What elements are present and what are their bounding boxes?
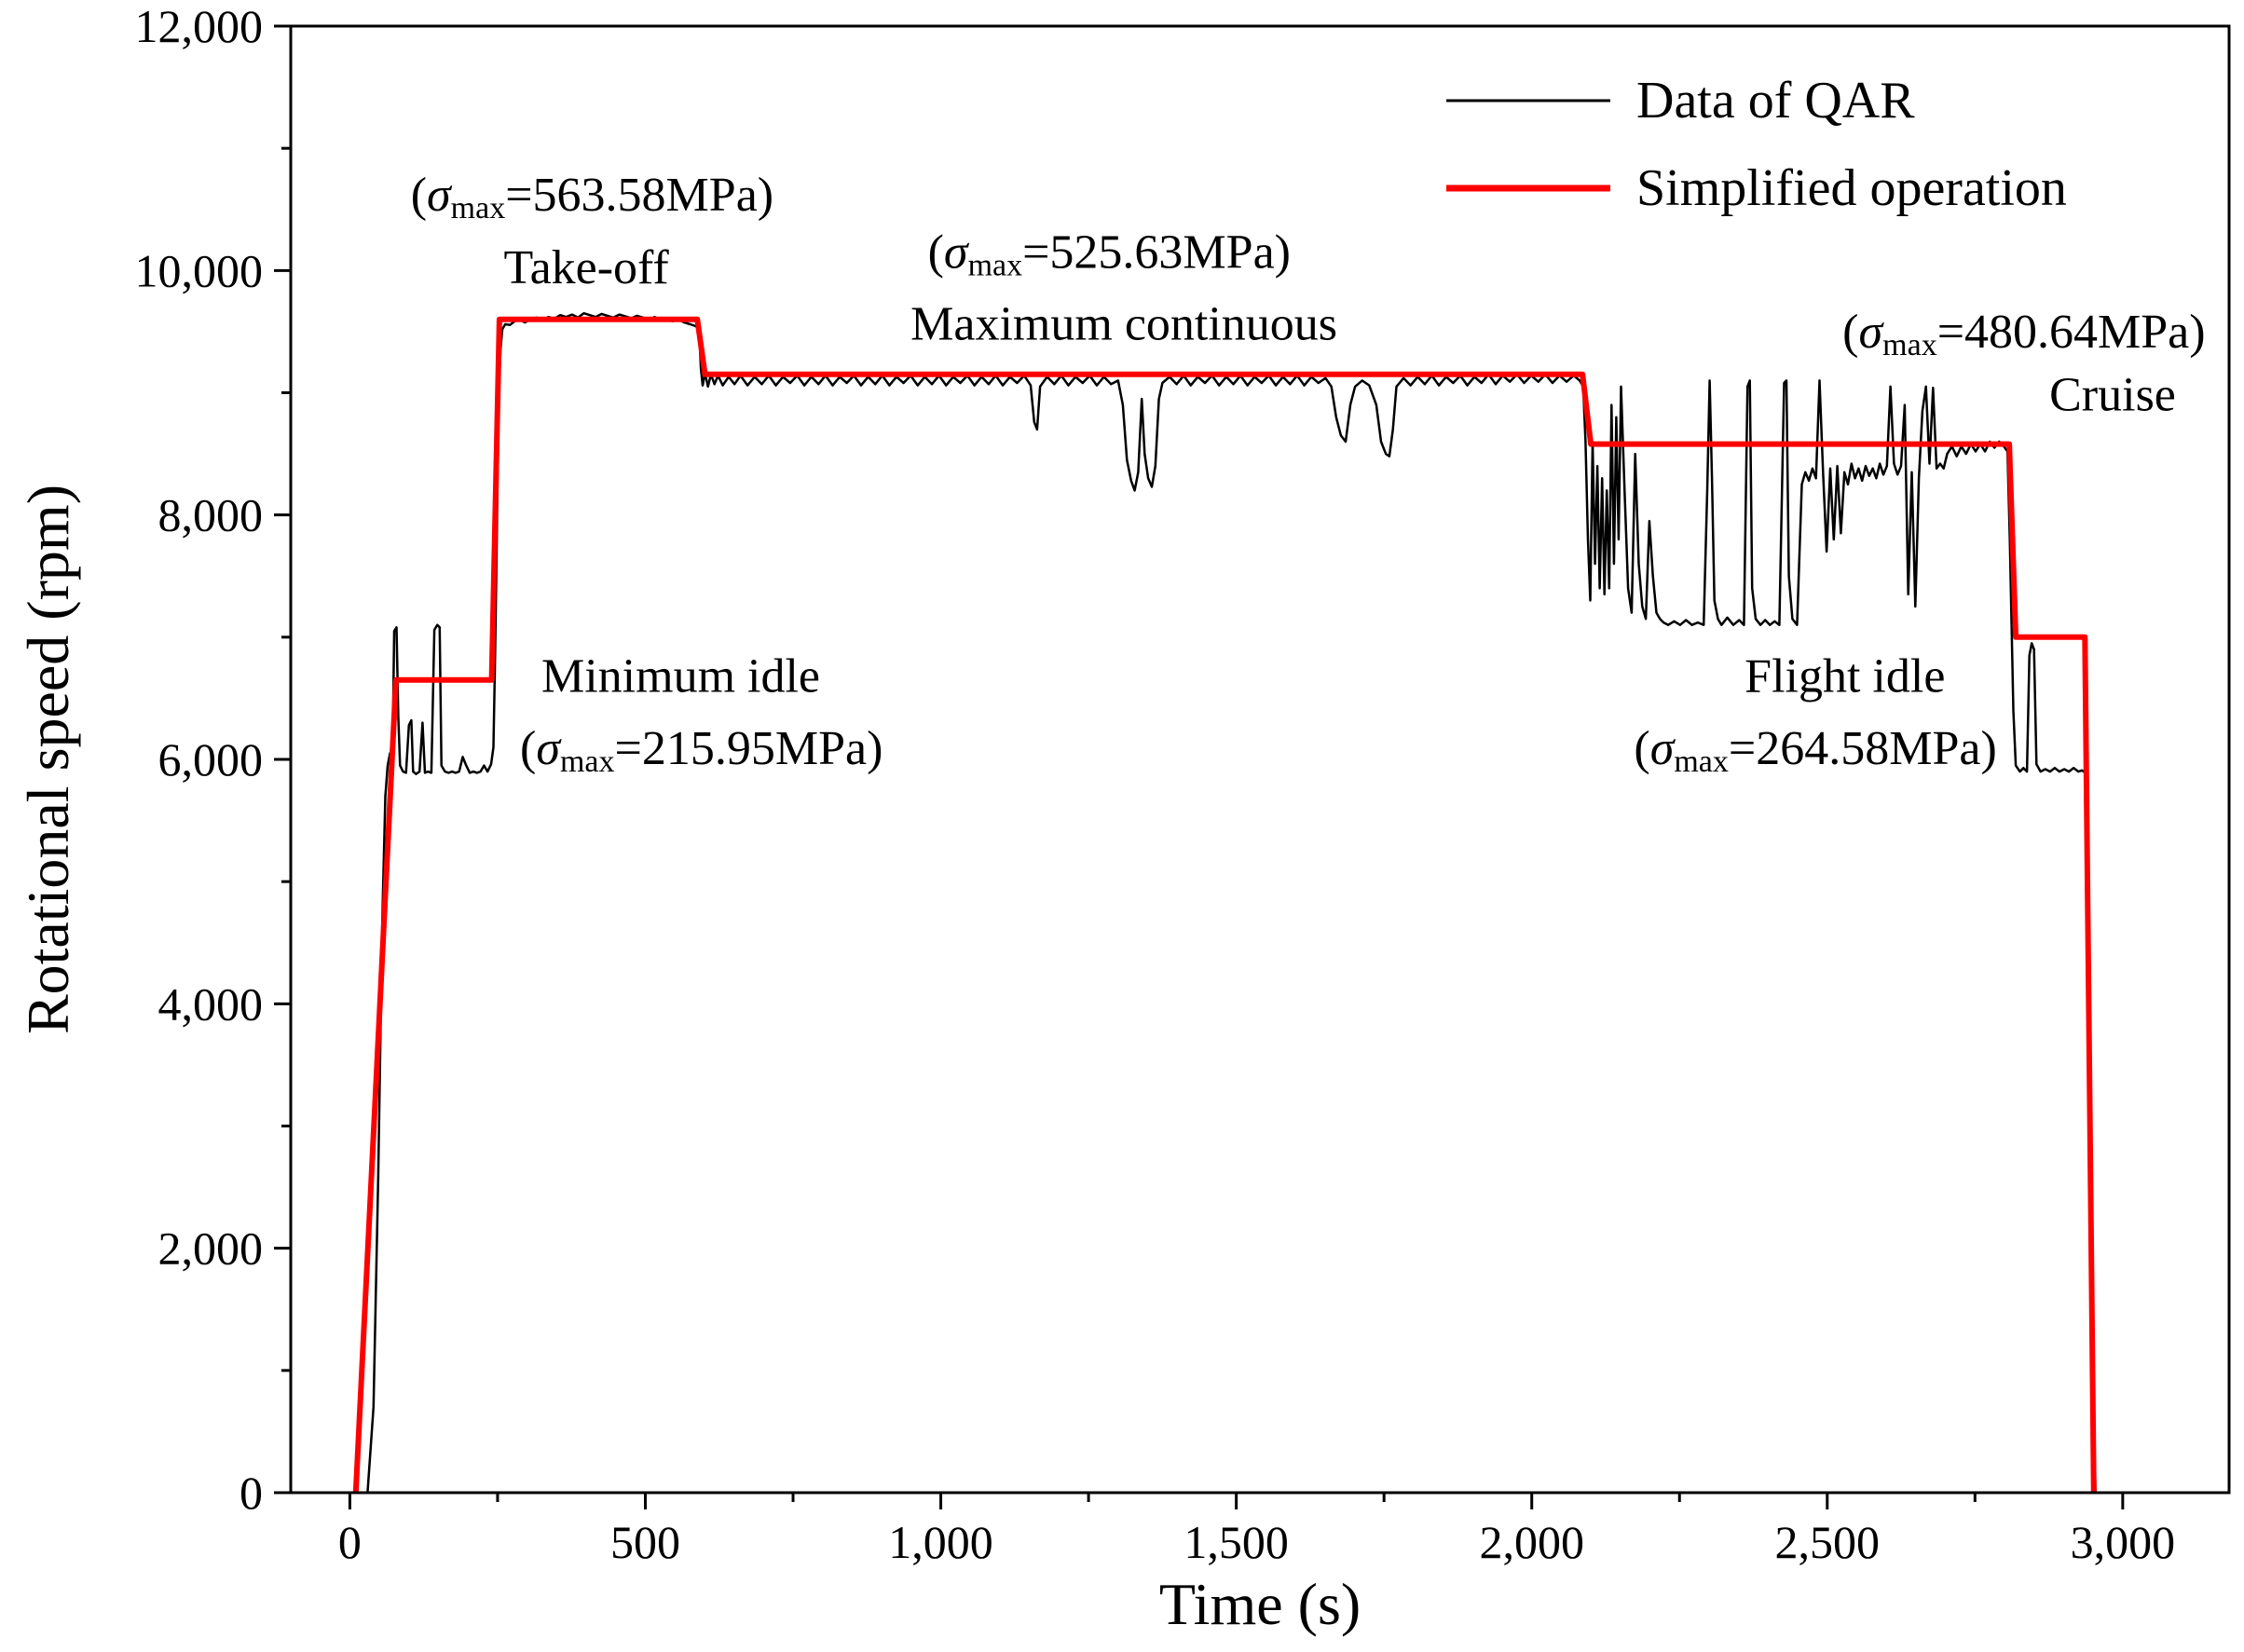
y-tick-label: 12,000 [135,0,264,52]
annotation-flightidle-sigma: (σmax=264.58MPa) [1634,722,1996,779]
annotation-takeoff-label: Take-off [503,241,669,294]
annotation-cruise-sigma: (σmax=480.64MPa) [1842,305,2205,362]
y-tick-label: 10,000 [135,244,264,296]
y-tick-label: 2,000 [158,1222,264,1275]
annotations: (σmax=563.58MPa) Take-off (σmax=525.63MPa)… [411,169,2206,779]
x-tick-label: 0 [338,1516,362,1568]
annotation-maxcont-sigma: (σmax=525.63MPa) [928,225,1291,282]
x-axis-label: Time (s) [1158,1571,1361,1637]
tick-labels: 0 500 1,000 1,500 2,000 2,500 3,000 0 2,000 4,000… [135,0,2176,1568]
annotation-takeoff-sigma: (σmax=563.58MPa) [411,169,773,225]
annotation-flightidle-label: Flight idle [1745,649,1945,703]
series-line-0 [351,311,2097,1493]
x-tick-label: 3,000 [2071,1516,2176,1568]
y-axis-label: Rotational speed (rpm) [15,484,81,1035]
x-tick-label: 2,500 [1775,1516,1881,1568]
y-tick-label: 6,000 [158,733,264,785]
annotation-maxcont-label: Maximum continuous [910,298,1337,351]
axis-ticks [274,24,2125,1509]
x-tick-label: 1,500 [1184,1516,1289,1568]
x-tick-label: 500 [610,1516,680,1568]
annotation-cruise-label: Cruise [2049,369,2176,422]
y-tick-label: 4,000 [158,977,264,1030]
y-tick-label: 8,000 [158,489,264,541]
annotation-minidle-sigma: (σmax=215.95MPa) [520,722,883,779]
series-layer [351,311,2097,1493]
annotation-minidle-label: Minimum idle [541,649,820,703]
legend: Data of QAR Simplified operation [1446,72,2067,217]
x-tick-label: 2,000 [1479,1516,1584,1568]
series-line-1 [352,316,2097,1493]
legend-label-1: Simplified operation [1636,159,2067,217]
x-tick-label: 1,000 [888,1516,993,1568]
y-tick-label: 0 [239,1467,263,1519]
legend-label-0: Data of QAR [1636,72,1915,130]
